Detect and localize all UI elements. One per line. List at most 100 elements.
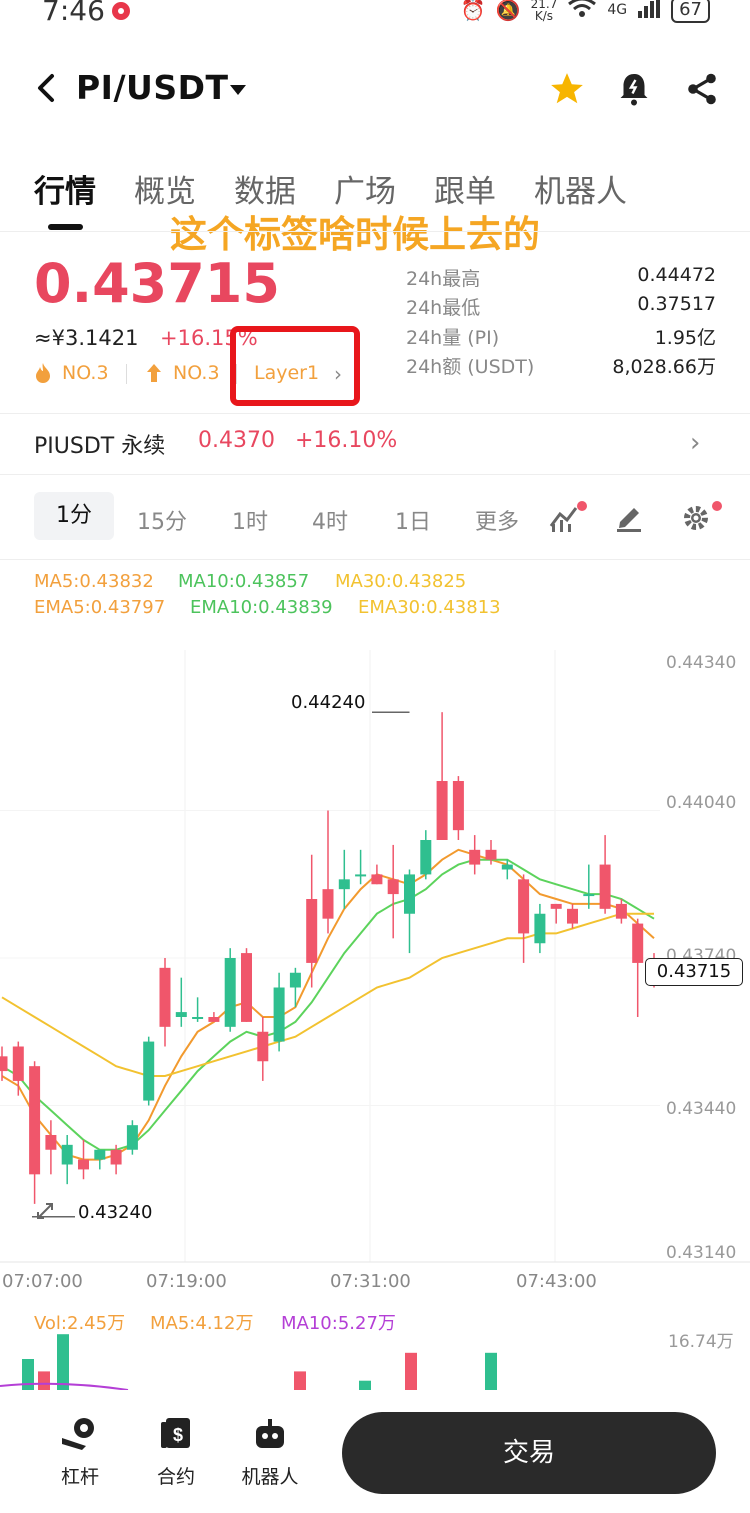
candlestick-chart[interactable]	[0, 640, 750, 1300]
notification-icon	[112, 2, 130, 20]
annotation-text: 这个标签啥时候上去的	[170, 213, 540, 256]
draw-icon[interactable]	[614, 500, 644, 536]
ema10-label: EMA10:0.43839	[190, 597, 333, 618]
contract-button[interactable]: $ 合约	[136, 1416, 216, 1489]
stat-value: 8,028.66万	[612, 356, 716, 378]
y-axis-label: 0.43140	[666, 1243, 737, 1263]
back-icon[interactable]	[30, 68, 60, 112]
robot-icon	[256, 1419, 284, 1448]
status-bar: 7:46 ⏰ 🔕 21.7 K/s 4G 67	[0, 0, 750, 34]
divider	[0, 231, 750, 232]
candle	[420, 830, 432, 880]
chevron-down-icon[interactable]	[230, 82, 246, 101]
hot-rank[interactable]: NO.3	[62, 362, 109, 384]
trade-button[interactable]: 交易	[342, 1412, 716, 1494]
tab-market[interactable]: 行情	[34, 174, 96, 210]
candle	[469, 835, 481, 875]
ma30-label: MA30:0.43825	[335, 571, 467, 592]
interval-1h[interactable]: 1时	[232, 510, 268, 535]
volume-bar	[485, 1352, 497, 1390]
candle	[110, 1144, 122, 1175]
status-icons: ⏰ 🔕 21.7 K/s 4G 67	[461, 0, 710, 23]
interval-1d[interactable]: 1日	[395, 510, 431, 535]
high-marker: 0.44240	[291, 692, 366, 713]
x-axis-label: 07:07:00	[2, 1271, 83, 1292]
candle	[0, 1046, 8, 1081]
candle	[567, 903, 578, 929]
candle	[322, 810, 334, 934]
volume-bar	[57, 1334, 69, 1390]
candle	[241, 948, 252, 1022]
candle	[94, 1149, 106, 1170]
indicator-icon[interactable]	[548, 500, 588, 538]
candle	[518, 874, 530, 963]
interval-4h[interactable]: 4时	[312, 510, 348, 535]
candle	[452, 776, 464, 840]
settings-icon[interactable]	[680, 500, 724, 538]
x-axis-label: 07:43:00	[516, 1271, 597, 1292]
active-tab-indicator	[48, 224, 83, 230]
divider	[0, 413, 750, 414]
layer1-tag[interactable]: Layer1	[254, 362, 320, 384]
candle	[208, 1012, 220, 1022]
candle	[404, 869, 415, 954]
tab-robot[interactable]: 机器人	[534, 174, 627, 210]
interval-1m[interactable]: 1分	[34, 492, 114, 540]
ema30-label: EMA30:0.43813	[358, 597, 501, 618]
candle	[501, 859, 513, 880]
candle	[143, 1036, 155, 1106]
vol-label: Vol:2.45万	[34, 1313, 126, 1334]
perp-change: +16.10%	[295, 428, 398, 453]
candle	[126, 1120, 138, 1155]
status-time: 7:46	[42, 0, 105, 27]
perp-name: PIUSDT 永续	[34, 434, 166, 459]
contract-icon: $	[161, 1418, 190, 1448]
candle	[306, 854, 318, 988]
y-axis-label: 0.43440	[666, 1099, 737, 1119]
candle	[371, 864, 383, 885]
candle	[12, 1041, 24, 1096]
expand-icon[interactable]	[34, 1200, 56, 1226]
candle	[436, 712, 448, 840]
interval-more[interactable]: 更多	[475, 510, 520, 535]
candle	[387, 844, 399, 939]
star-icon[interactable]	[548, 70, 586, 112]
candle	[257, 1017, 269, 1081]
net-speed: 21.7 K/s	[530, 0, 558, 23]
robot-button[interactable]: 机器人	[230, 1416, 310, 1489]
gain-rank[interactable]: NO.3	[173, 362, 220, 384]
volume-bar	[22, 1359, 34, 1390]
volume-bar	[294, 1371, 306, 1390]
interval-15m[interactable]: 15分	[137, 510, 187, 535]
tab-data[interactable]: 数据	[234, 174, 296, 210]
mute-icon: 🔕	[495, 0, 521, 22]
candle	[273, 972, 285, 1052]
last-price: 0.43715	[34, 252, 280, 315]
chevron-right-icon[interactable]: ›	[690, 428, 701, 458]
battery-icon: 67	[671, 0, 710, 23]
y-axis-label: 0.44340	[666, 653, 737, 673]
candle	[485, 840, 497, 865]
volume-chart	[0, 1334, 497, 1390]
pair-title[interactable]: PI/USDT	[76, 68, 229, 107]
leverage-button[interactable]: 杠杆	[40, 1416, 120, 1489]
price-alert-icon[interactable]	[616, 70, 652, 112]
arrow-up-icon	[145, 362, 163, 388]
y-axis-label: 0.44040	[666, 793, 737, 813]
wifi-icon	[567, 0, 597, 23]
vol-axis-label: 16.74万	[668, 1332, 734, 1352]
divider	[0, 474, 750, 475]
tab-overview[interactable]: 概览	[134, 174, 196, 210]
tab-square[interactable]: 广场	[334, 174, 396, 210]
share-icon[interactable]	[684, 70, 720, 112]
leverage-icon	[62, 1418, 94, 1450]
alarm-icon: ⏰	[460, 0, 486, 22]
divider	[236, 364, 237, 384]
candle	[45, 1120, 57, 1175]
divider	[0, 559, 750, 560]
volume-bar	[405, 1352, 417, 1390]
candle	[175, 977, 187, 1027]
candle	[289, 967, 301, 1008]
candle	[192, 997, 204, 1022]
tab-copy-trading[interactable]: 跟单	[434, 174, 496, 210]
